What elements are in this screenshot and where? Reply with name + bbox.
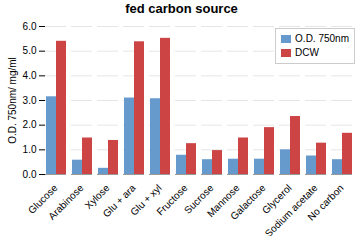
- svg-text:Glycerol: Glycerol: [260, 182, 294, 216]
- svg-text:1.0: 1.0: [23, 144, 37, 155]
- html-text:DCW: DCW: [295, 47, 319, 58]
- svg-text:4.0: 4.0: [23, 70, 37, 81]
- html-text:O.D. 750nm: O.D. 750nm: [295, 33, 349, 44]
- svg-text:2.0: 2.0: [23, 119, 37, 130]
- svg-text:Glucose: Glucose: [26, 182, 60, 216]
- svg-text:6.0: 6.0: [23, 21, 37, 32]
- svg-text:Xylose: Xylose: [82, 182, 112, 212]
- svg-text:Glu + xyl: Glu + xyl: [128, 182, 164, 218]
- svg-text:Arabinose: Arabinose: [46, 182, 86, 222]
- svg-text:0.0: 0.0: [23, 169, 37, 180]
- svg-text:5.0: 5.0: [23, 45, 37, 56]
- svg-text:Sucrose: Sucrose: [182, 182, 216, 216]
- svg-text:3.0: 3.0: [23, 95, 37, 106]
- svg-text:Fructose: Fructose: [154, 182, 190, 218]
- svg-text:No carbon: No carbon: [305, 182, 345, 222]
- svg-text:Mannose: Mannose: [204, 182, 242, 220]
- html-text:fed carbon source: fed carbon source: [125, 1, 238, 16]
- svg-text:Galactose: Galactose: [228, 182, 268, 222]
- svg-text:Glu + ara: Glu + ara: [100, 182, 138, 220]
- svg-text:O.D. 750nm/ mg/ml: O.D. 750nm/ mg/ml: [7, 57, 18, 144]
